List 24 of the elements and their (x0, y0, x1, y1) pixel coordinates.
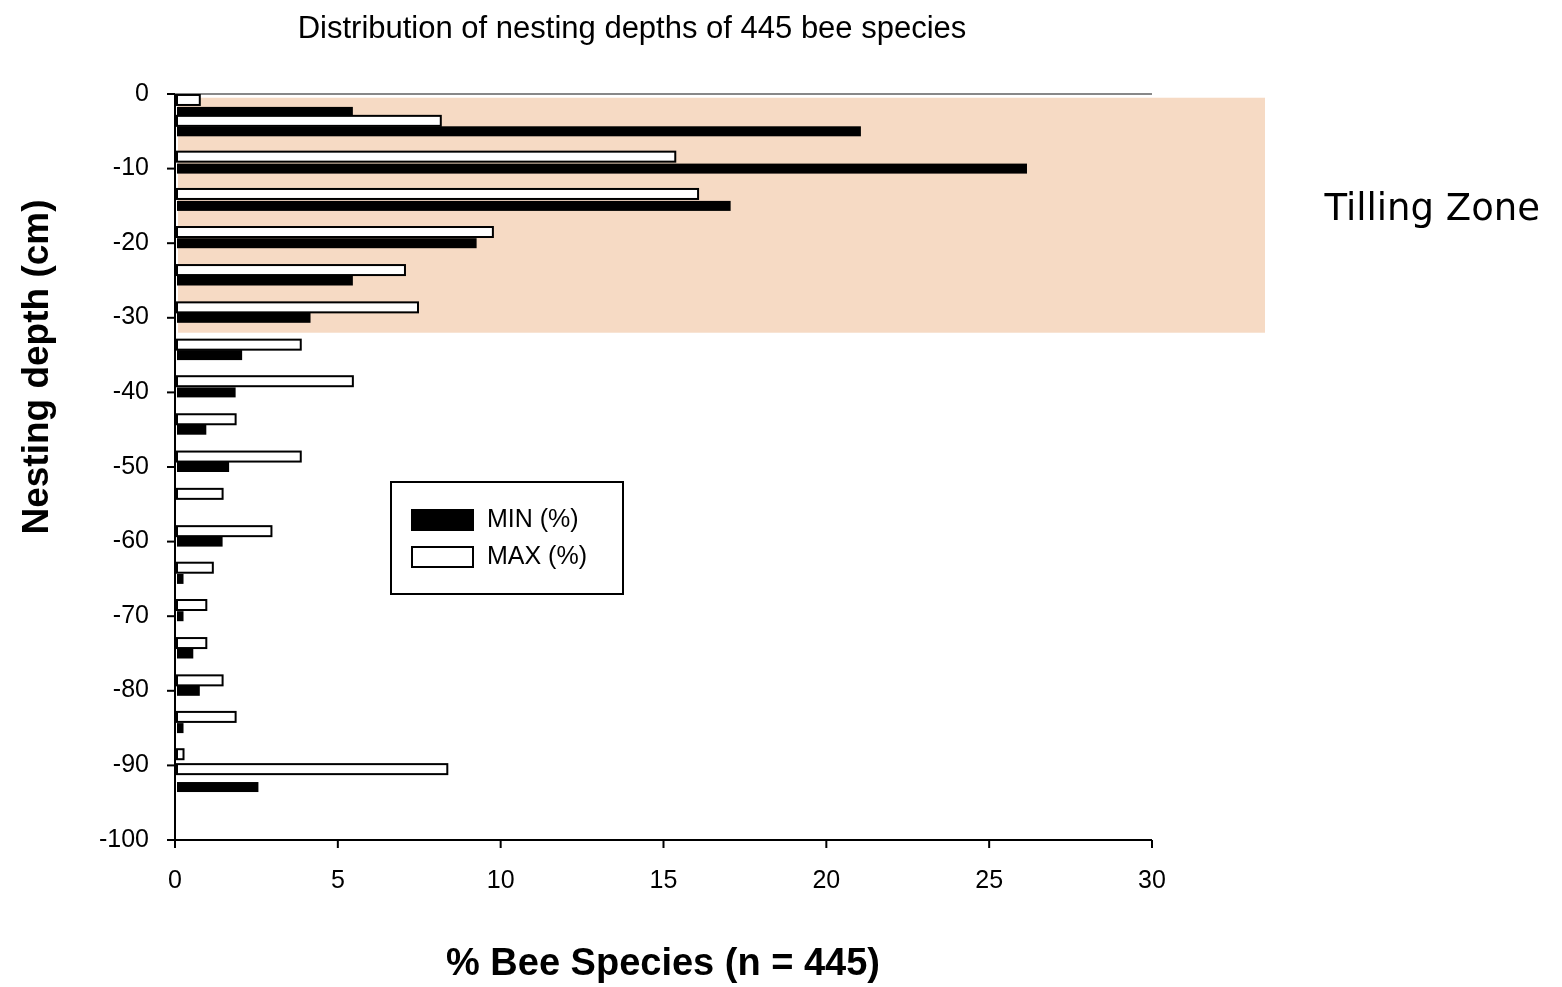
y-tick-label: -90 (112, 749, 149, 778)
y-axis-title: Nesting depth (cm) (15, 199, 56, 535)
y-tick-label: -30 (112, 301, 149, 330)
x-tick-label: 15 (649, 865, 678, 893)
y-tick-label: -60 (112, 525, 149, 554)
y-tick-label: -50 (112, 450, 149, 479)
x-tick-label: 10 (486, 865, 515, 893)
band-label: Tilling Zone (1323, 185, 1540, 229)
legend-label: MAX (%) (487, 540, 587, 569)
chart-title: Distribution of nesting depths of 445 bee species (297, 10, 967, 45)
y-tick-label: -20 (112, 226, 149, 255)
x-tick-label: 25 (975, 865, 1004, 893)
y-tick-label: -100 (98, 823, 149, 852)
y-tick-label: 0 (135, 77, 149, 106)
y-tick-label: -80 (112, 674, 149, 703)
y-tick-label: -70 (112, 599, 149, 628)
legend-label: MIN (%) (487, 503, 579, 532)
x-axis-title: % Bee Species (n = 445) (445, 941, 881, 983)
x-tick-label: 5 (330, 865, 345, 893)
x-tick-label: 30 (1138, 865, 1166, 893)
y-tick-label: -10 (112, 152, 149, 181)
x-tick-label: 0 (168, 865, 182, 893)
x-tick-label: 20 (812, 865, 841, 893)
y-tick-label: -40 (112, 376, 149, 405)
